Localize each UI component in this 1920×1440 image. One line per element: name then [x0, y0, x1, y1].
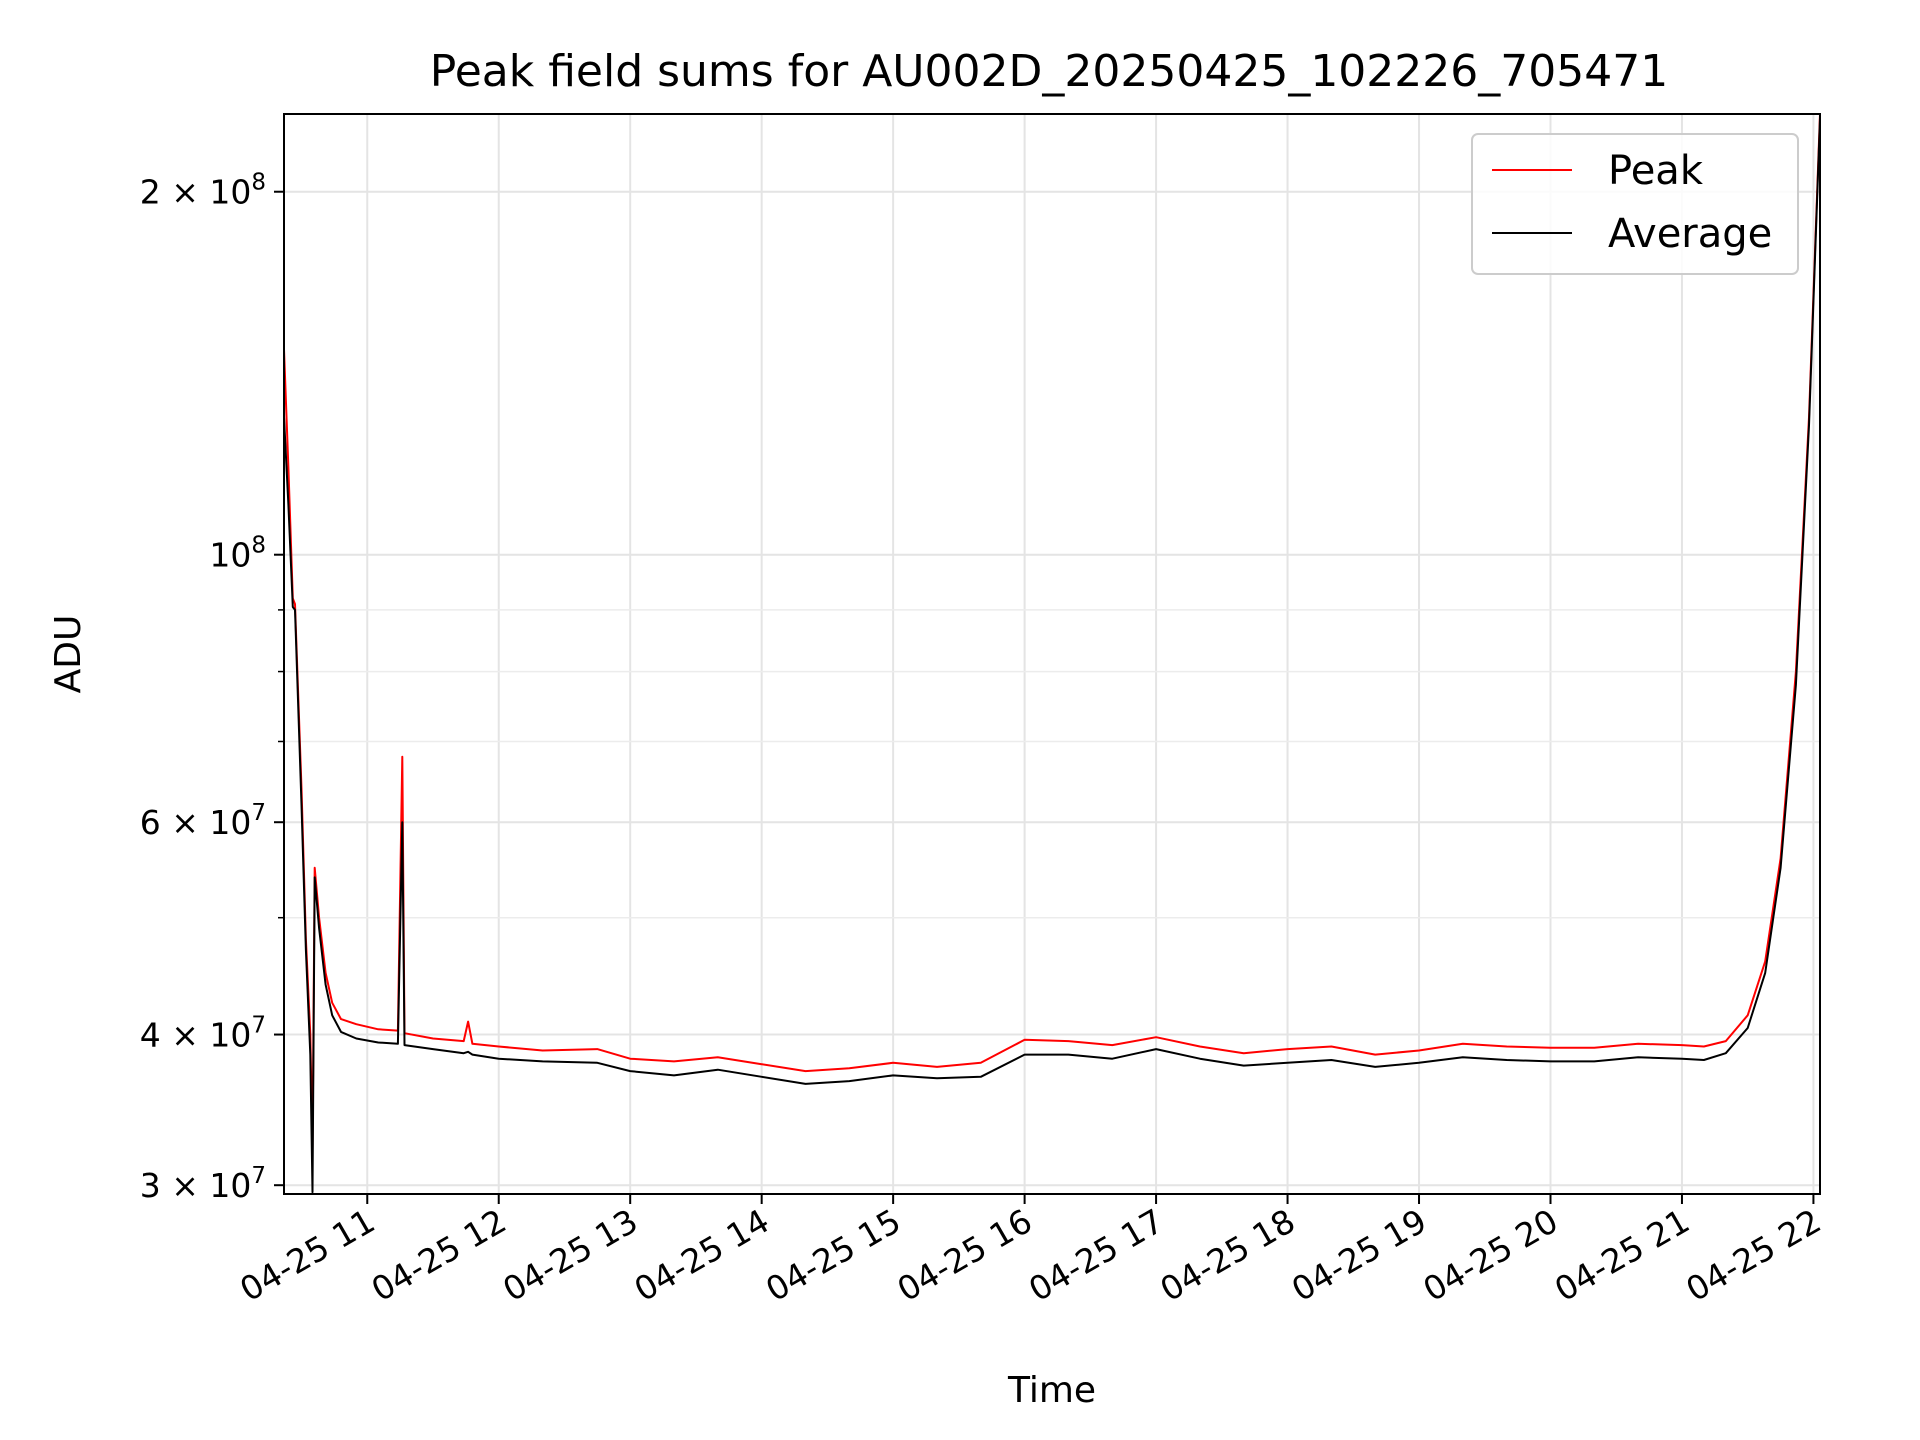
y-axis-label: ADU — [48, 615, 89, 694]
series-line-average — [283, 118, 1821, 1194]
y-tick-label: 108 — [209, 533, 266, 575]
y-tick-label: 3 × 107 — [140, 1163, 266, 1205]
series-line-peak — [283, 113, 1821, 1153]
grid — [284, 114, 1820, 1194]
plot-frame — [283, 113, 1821, 1195]
legend-label: Average — [1608, 211, 1772, 257]
y-tick-label: 2 × 108 — [140, 170, 266, 212]
x-axis-label: Time — [1007, 1370, 1096, 1411]
plot-lines — [283, 113, 1821, 1194]
y-tick-label: 4 × 107 — [140, 1013, 266, 1055]
y-tick-label: 6 × 107 — [140, 800, 266, 842]
y-axis: 3 × 107 4 × 107 6 × 107 108 2 × 108 — [140, 170, 284, 1205]
legend: Peak Average — [1471, 133, 1799, 275]
legend-label: Peak — [1608, 148, 1704, 194]
chart-title: Peak field sums for AU002D_20250425_1022… — [430, 46, 1669, 97]
